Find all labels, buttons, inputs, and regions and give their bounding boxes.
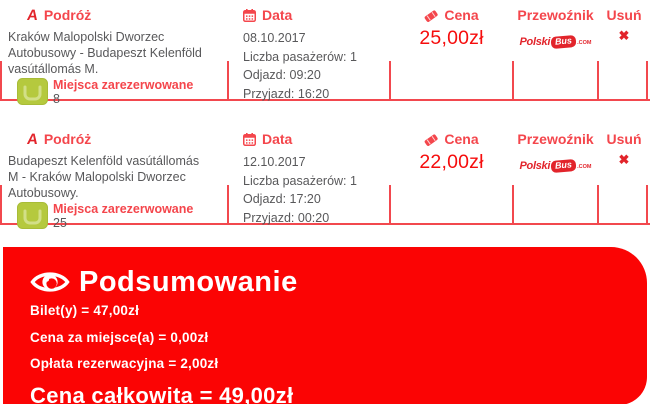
price-tag-icon [425, 134, 439, 146]
seat-icon [17, 202, 48, 229]
price-tag-icon [425, 10, 439, 22]
column-divider [646, 61, 648, 101]
column-header-journey: A Podróż [25, 130, 228, 148]
calendar-icon [243, 133, 256, 146]
column-divider [389, 61, 391, 101]
summary-seat-price-line: Cena za miejsce(a) = 0,00zł [30, 329, 209, 345]
delete-trip-button[interactable]: ✖ [618, 28, 630, 43]
journey-header-label: Podróż [43, 131, 92, 147]
seat-texts: Miejsca zarezerwowane 25 [53, 202, 193, 231]
trip-price: 22,00zł [419, 151, 484, 173]
arrival-time: Przyjazd: 00:20 [243, 210, 330, 225]
summary-booking-fee-line: Opłata rezerwacyjna = 2,00zł [30, 356, 219, 371]
column-divider [227, 185, 229, 225]
route-icon: A [25, 6, 40, 24]
delete-trip-button[interactable]: ✖ [618, 152, 630, 167]
date-details: 08.10.2017 Liczba pasażerów: 1 Odjazd: 0… [243, 29, 390, 103]
trip-date: 08.10.2017 [243, 31, 306, 45]
seats-reserved-label: Miejsca zarezerwowane [53, 202, 194, 216]
column-divider [512, 185, 514, 225]
column-divider [646, 185, 648, 225]
column-header-price: Cena [390, 8, 513, 23]
column-header-date: Data [243, 8, 390, 23]
carrier-header-label: Przewoźnik [517, 131, 594, 147]
calendar-icon [243, 9, 256, 22]
carrier-cell: Przewoźnik Polski Bus .COM [513, 124, 598, 231]
trip-row-2: A Podróż Budapeszt Kelenföld vasútállomá… [0, 124, 650, 230]
departure-time: Odjazd: 09:20 [243, 68, 321, 82]
journey-description: Kraków Malopolski Dworzec Autobusowy - B… [8, 30, 202, 76]
column-divider [597, 185, 599, 225]
logo-text-polski: Polski [519, 160, 551, 172]
carrier-cell: Przewoźnik Polski Bus .COM [513, 0, 598, 107]
column-divider [389, 185, 391, 225]
seats-reserved-block: Miejsca zarezerwowane 25 [17, 202, 228, 231]
price-cell: Cena 25,00zł [390, 0, 513, 107]
polskibus-logo: Polski Bus .COM [519, 158, 592, 174]
column-header-carrier: Przewoźnik [513, 132, 598, 147]
seats-reserved-count: 25 [53, 216, 67, 230]
summary-tickets-line: Bilet(y) = 47,00zł [30, 303, 140, 318]
remove-header-label: Usuń [606, 7, 642, 23]
seats-reserved-count: 8 [53, 92, 60, 106]
passenger-count: Liczba pasażerów: 1 [243, 173, 357, 188]
column-divider [0, 61, 2, 101]
column-divider [227, 61, 229, 101]
seats-reserved-block: Miejsca zarezerwowane 8 [17, 78, 228, 107]
carrier-header-label: Przewoźnik [517, 7, 594, 23]
logo-text-polski: Polski [519, 36, 551, 48]
column-divider [512, 61, 514, 101]
column-header-remove: Usuń [598, 132, 650, 147]
remove-cell: Usuń ✖ [598, 0, 650, 107]
trip-date: 12.10.2017 [243, 155, 306, 169]
date-cell: Data 08.10.2017 Liczba pasażerów: 1 Odja… [228, 0, 390, 107]
logo-badge-bus: Bus [550, 34, 577, 50]
column-header-remove: Usuń [598, 8, 650, 23]
journey-cell: A Podróż Budapeszt Kelenföld vasútállomá… [0, 124, 228, 231]
trip-row-1: A Podróż Kraków Malopolski Dworzec Autob… [0, 0, 650, 106]
polskibus-logo: Polski Bus .COM [519, 34, 592, 50]
summary-total-price: Cena całkowita = 49,00zł [30, 382, 294, 404]
column-header-price: Cena [390, 132, 513, 147]
remove-header-label: Usuń [606, 131, 642, 147]
passenger-count: Liczba pasażerów: 1 [243, 49, 357, 64]
price-header-label: Cena [444, 7, 479, 23]
remove-cell: Usuń ✖ [598, 124, 650, 231]
logo-text-com: .COM [577, 40, 592, 46]
seat-icon [17, 78, 48, 105]
summary-panel: Podsumowanie Bilet(y) = 47,00zł Cena za … [3, 247, 647, 404]
trip-price: 25,00zł [419, 27, 484, 49]
column-header-journey: A Podróż [25, 6, 228, 24]
departure-time: Odjazd: 17:20 [243, 192, 321, 206]
price-cell: Cena 22,00zł [390, 124, 513, 231]
logo-badge-bus: Bus [550, 158, 577, 174]
seat-texts: Miejsca zarezerwowane 8 [53, 78, 193, 107]
journey-description: Budapeszt Kelenföld vasútállomás M - Kra… [8, 154, 200, 200]
date-header-label: Data [262, 7, 293, 23]
date-header-label: Data [262, 131, 293, 147]
column-header-date: Data [243, 132, 390, 147]
logo-text-com: .COM [577, 164, 592, 170]
seats-reserved-label: Miejsca zarezerwowane [53, 78, 194, 92]
eye-icon [30, 272, 70, 292]
journey-cell: A Podróż Kraków Malopolski Dworzec Autob… [0, 0, 228, 107]
column-divider [0, 185, 2, 225]
date-cell: Data 12.10.2017 Liczba pasażerów: 1 Odja… [228, 124, 390, 231]
route-icon: A [25, 130, 40, 148]
price-header-label: Cena [444, 131, 479, 147]
journey-header-label: Podróż [43, 7, 92, 23]
arrival-time: Przyjazd: 16:20 [243, 86, 330, 101]
column-divider [597, 61, 599, 101]
column-header-carrier: Przewoźnik [513, 8, 598, 23]
summary-header: Podsumowanie [30, 267, 627, 297]
summary-title: Podsumowanie [79, 266, 298, 298]
date-details: 12.10.2017 Liczba pasażerów: 1 Odjazd: 1… [243, 153, 390, 227]
